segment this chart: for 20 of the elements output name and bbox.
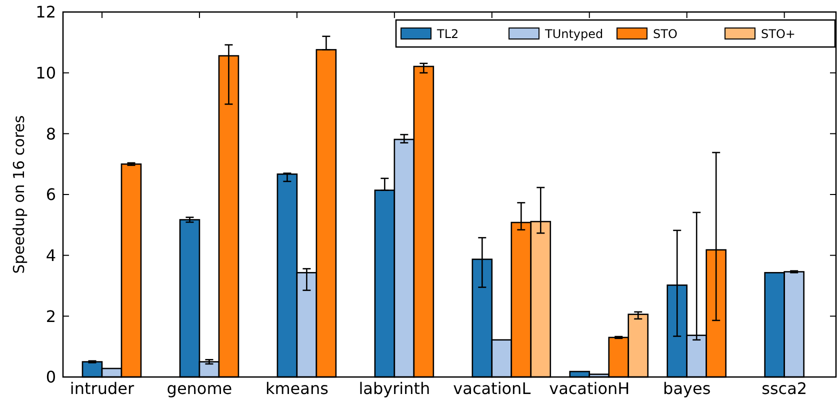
x-tick-label: bayes	[663, 379, 711, 398]
y-axis-title: Speedup on 16 cores	[10, 115, 28, 274]
y-tick-label: 0	[46, 368, 56, 387]
y-tick-label: 2	[46, 306, 56, 326]
legend-label: TL2	[436, 27, 459, 42]
x-tick-label: kmeans	[265, 379, 328, 398]
x-tick-label: labyrinth	[358, 379, 430, 398]
x-tick-label: ssca2	[762, 379, 808, 398]
y-tick-label: 12	[36, 2, 56, 22]
y-tick-label: 4	[46, 246, 56, 265]
x-tick-label: vacationL	[453, 379, 531, 398]
x-tick-label: genome	[166, 379, 232, 398]
y-tick-label: 10	[36, 63, 56, 82]
legend-label: TUntyped	[544, 27, 604, 42]
legend-label: STO	[653, 27, 678, 42]
x-tick-label: intruder	[70, 379, 134, 398]
y-tick-label: 8	[46, 124, 56, 144]
x-tick-label: vacationH	[549, 379, 630, 398]
legend-label: STO+	[761, 27, 796, 42]
y-tick-label: 6	[46, 185, 56, 204]
